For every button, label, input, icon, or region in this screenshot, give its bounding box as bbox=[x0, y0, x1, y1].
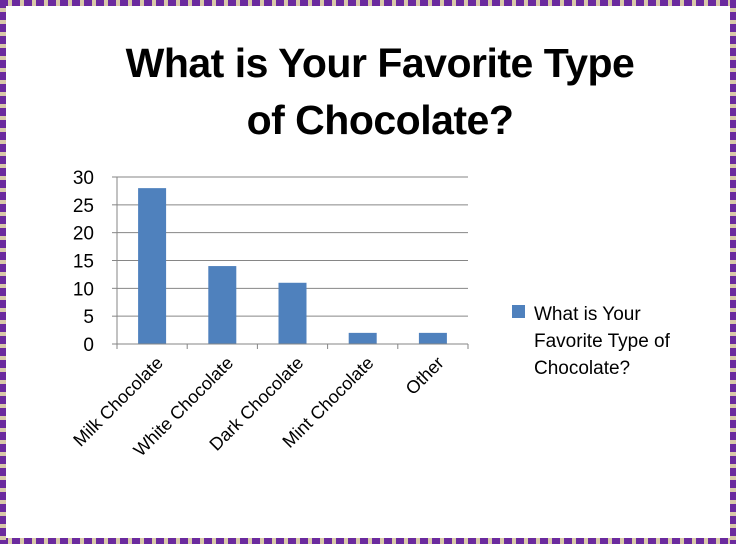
legend-label-line: Favorite Type of bbox=[534, 331, 671, 352]
legend-swatch bbox=[512, 305, 525, 318]
axes bbox=[112, 176, 469, 349]
y-tick-label: 0 bbox=[83, 335, 94, 356]
legend-label-line: Chocolate? bbox=[534, 358, 630, 379]
y-tick-label: 25 bbox=[73, 196, 94, 217]
chart-title-line-1: What is Your Favorite Type bbox=[125, 40, 635, 86]
bar-dark-chocolate bbox=[278, 282, 307, 344]
bar-other bbox=[418, 332, 447, 344]
y-tick-label: 10 bbox=[73, 279, 94, 300]
bars bbox=[138, 188, 447, 344]
y-tick-label: 15 bbox=[73, 252, 94, 273]
y-tick-label: 5 bbox=[83, 307, 94, 328]
legend: What is Your Favorite Type of Chocolate? bbox=[512, 304, 671, 379]
chart-title-line-2: of Chocolate? bbox=[246, 97, 514, 143]
bar-mint-chocolate bbox=[348, 332, 377, 344]
y-tick-labels: 0 5 10 15 20 25 30 bbox=[73, 168, 94, 356]
bar-white-chocolate bbox=[208, 266, 237, 344]
y-tick-label: 20 bbox=[73, 224, 94, 245]
legend-label-line: What is Your bbox=[534, 304, 641, 325]
y-tick-label: 30 bbox=[73, 168, 94, 189]
bar-milk-chocolate bbox=[138, 188, 167, 344]
x-tick-label: Other bbox=[402, 353, 448, 399]
